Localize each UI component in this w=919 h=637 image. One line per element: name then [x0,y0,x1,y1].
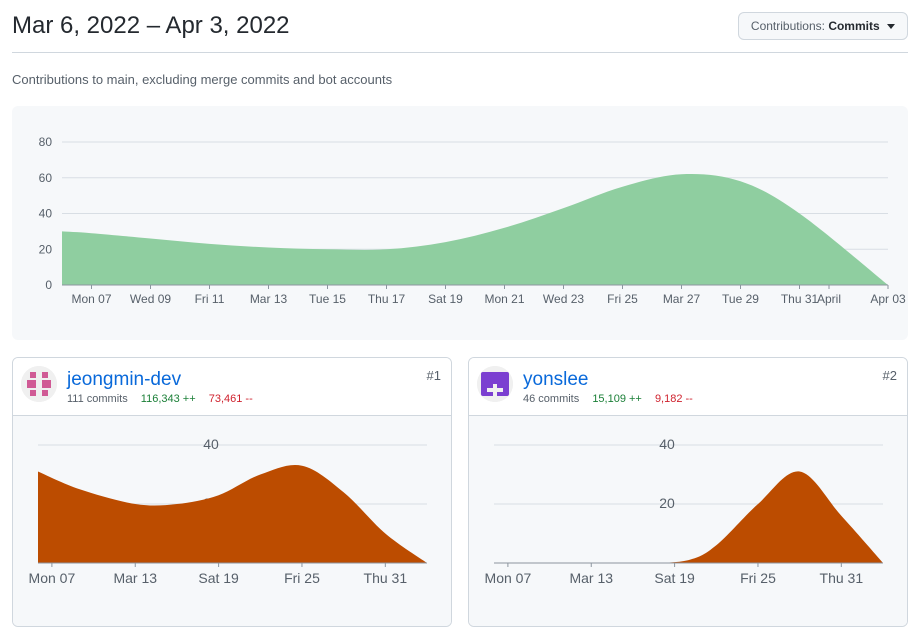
main-contributions-chart: 0 20 40 60 80 Mon 07 Wed 09 Fri 11 Mar 13 Tue 15 T… [12,106,908,340]
contributor-card-header: yonslee 46 commits 15,109 ++ 9,182 -- #2 [469,358,907,416]
commit-count[interactable]: 111 commits [67,393,128,405]
y-tick-label: 40 [659,436,675,452]
contributor-card-yonslee: yonslee 46 commits 15,109 ++ 9,182 -- #2… [468,357,908,627]
x-tick-label: April [817,292,841,306]
x-tick-label: Sat 19 [198,570,239,586]
area-series [38,464,427,563]
x-tick-label: Tue 29 [722,292,759,306]
contributions-label: Contributions: [750,19,825,33]
contributor-rank: #2 [882,368,897,383]
x-tick-label: Fri 11 [195,292,225,306]
contributor-name-link[interactable]: yonslee [523,369,589,390]
x-tick-label: Fri 25 [284,570,320,586]
contributions-subtitle: Contributions to main, excluding merge c… [12,72,393,87]
contributor-name-link[interactable]: jeongmin-dev [67,369,182,390]
contributor-card-jeongmin-dev: jeongmin-dev 111 commits 116,343 ++ 73,4… [12,357,452,627]
additions-count: 15,109 ++ [592,393,642,405]
avatar[interactable] [21,366,57,402]
x-tick-label: Mon 21 [484,292,524,306]
y-tick-label: 80 [39,135,53,149]
contributions-value: Commits [828,19,880,33]
contributor-stats: 111 commits 116,343 ++ 73,461 -- [67,393,253,405]
area-series [494,471,883,564]
caret-down-icon [887,24,895,30]
main-chart-svg: 0 20 40 60 80 Mon 07 Wed 09 Fri 11 Mar 13 Tue 15 T… [39,135,906,306]
x-tick-label: Thu 31 [820,570,864,586]
x-tick-label: Wed 23 [543,292,584,306]
contributor-chart: 20 40 Mon 07 Mar 13 Sat 19 Fri 25 Thu 31 [469,416,907,626]
x-tick-label: Tue 15 [309,292,346,306]
x-tick-label: Sat 19 [654,570,695,586]
x-tick-label: Mar 13 [569,570,613,586]
x-tick-label: Mon 07 [29,570,76,586]
x-tick-label: Mar 13 [250,292,288,306]
x-tick-label: Thu 31 [364,570,408,586]
y-tick-label: 0 [45,278,52,292]
deletions-count: 73,461 -- [208,393,253,405]
contributor-rank: #1 [426,368,441,383]
x-tick-label: Fri 25 [740,570,776,586]
x-tick-label: Fri 25 [607,292,638,306]
x-tick-label: Mon 07 [71,292,111,306]
y-tick-label: 40 [39,207,53,221]
x-tick-label: Thu 17 [368,292,406,306]
x-tick-label: Apr 03 [870,292,906,306]
additions-count: 116,343 ++ [140,393,196,405]
contributions-dropdown-button[interactable]: Contributions: Commits [737,12,908,40]
x-tick-label: Thu 31 [781,292,819,306]
x-tick-label: Wed 09 [130,292,171,306]
x-tick-label: Mar 13 [113,570,157,586]
identicon-pink-icon [21,366,57,402]
y-tick-label: 40 [203,436,219,452]
contributor-stats: 46 commits 15,109 ++ 9,182 -- [523,393,693,405]
y-tick-label: 20 [659,495,675,511]
page-header: Mar 6, 2022 – Apr 3, 2022 Contributions:… [12,0,908,53]
x-tick-label: Mar 27 [663,292,701,306]
y-tick-label: 60 [39,171,53,185]
date-range-title: Mar 6, 2022 – Apr 3, 2022 [12,12,290,39]
identicon-purple-icon [477,366,513,402]
contributor-card-header: jeongmin-dev 111 commits 116,343 ++ 73,4… [13,358,451,416]
commit-count[interactable]: 46 commits [523,393,580,405]
deletions-count: 9,182 -- [654,393,693,405]
x-tick-label: Mon 07 [485,570,532,586]
avatar[interactable] [477,366,513,402]
area-series [62,173,888,285]
y-tick-label: 20 [39,242,53,256]
contributor-chart-svg: 20 40 Mon 07 Mar 13 Sat 19 Fri 25 Thu 31 [485,436,883,586]
x-tick-label: Sat 19 [428,292,463,306]
